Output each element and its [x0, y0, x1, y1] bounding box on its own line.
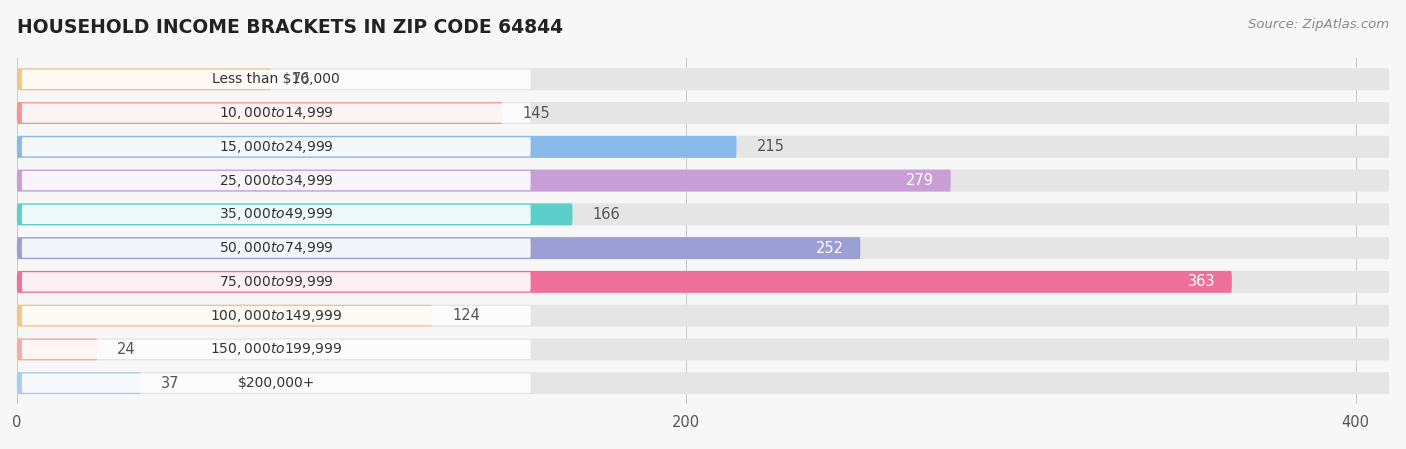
FancyBboxPatch shape: [17, 136, 1389, 158]
FancyBboxPatch shape: [17, 372, 141, 394]
FancyBboxPatch shape: [17, 203, 572, 225]
Text: 124: 124: [451, 308, 479, 323]
FancyBboxPatch shape: [17, 170, 1389, 192]
Text: 252: 252: [815, 241, 844, 255]
FancyBboxPatch shape: [17, 339, 97, 361]
Text: $35,000 to $49,999: $35,000 to $49,999: [219, 207, 333, 222]
Text: $150,000 to $199,999: $150,000 to $199,999: [209, 341, 343, 357]
FancyBboxPatch shape: [22, 171, 530, 190]
FancyBboxPatch shape: [22, 272, 530, 291]
FancyBboxPatch shape: [17, 170, 950, 192]
FancyBboxPatch shape: [17, 68, 1389, 90]
Text: 279: 279: [905, 173, 934, 188]
Text: 145: 145: [522, 106, 550, 121]
Text: 166: 166: [592, 207, 620, 222]
FancyBboxPatch shape: [17, 271, 1389, 293]
FancyBboxPatch shape: [17, 68, 271, 90]
FancyBboxPatch shape: [17, 102, 1389, 124]
FancyBboxPatch shape: [22, 374, 530, 393]
Text: HOUSEHOLD INCOME BRACKETS IN ZIP CODE 64844: HOUSEHOLD INCOME BRACKETS IN ZIP CODE 64…: [17, 18, 562, 37]
FancyBboxPatch shape: [22, 306, 530, 325]
FancyBboxPatch shape: [22, 238, 530, 258]
FancyBboxPatch shape: [22, 340, 530, 359]
FancyBboxPatch shape: [17, 102, 502, 124]
FancyBboxPatch shape: [17, 339, 1389, 361]
Text: $100,000 to $149,999: $100,000 to $149,999: [209, 308, 343, 324]
Text: Less than $10,000: Less than $10,000: [212, 72, 340, 86]
Text: $10,000 to $14,999: $10,000 to $14,999: [219, 105, 333, 121]
FancyBboxPatch shape: [17, 305, 432, 326]
Text: $75,000 to $99,999: $75,000 to $99,999: [219, 274, 333, 290]
FancyBboxPatch shape: [17, 305, 1389, 326]
Text: 24: 24: [117, 342, 136, 357]
FancyBboxPatch shape: [17, 237, 1389, 259]
Text: $25,000 to $34,999: $25,000 to $34,999: [219, 172, 333, 189]
Text: 363: 363: [1188, 274, 1215, 289]
Text: $15,000 to $24,999: $15,000 to $24,999: [219, 139, 333, 155]
FancyBboxPatch shape: [22, 103, 530, 123]
Text: $200,000+: $200,000+: [238, 376, 315, 390]
Text: Source: ZipAtlas.com: Source: ZipAtlas.com: [1249, 18, 1389, 31]
Text: 215: 215: [756, 139, 785, 154]
FancyBboxPatch shape: [17, 136, 737, 158]
Text: 76: 76: [291, 72, 309, 87]
Text: 37: 37: [160, 376, 180, 391]
FancyBboxPatch shape: [22, 70, 530, 89]
FancyBboxPatch shape: [17, 372, 1389, 394]
Text: $50,000 to $74,999: $50,000 to $74,999: [219, 240, 333, 256]
FancyBboxPatch shape: [17, 237, 860, 259]
FancyBboxPatch shape: [17, 271, 1232, 293]
FancyBboxPatch shape: [17, 203, 1389, 225]
FancyBboxPatch shape: [22, 137, 530, 156]
FancyBboxPatch shape: [22, 205, 530, 224]
